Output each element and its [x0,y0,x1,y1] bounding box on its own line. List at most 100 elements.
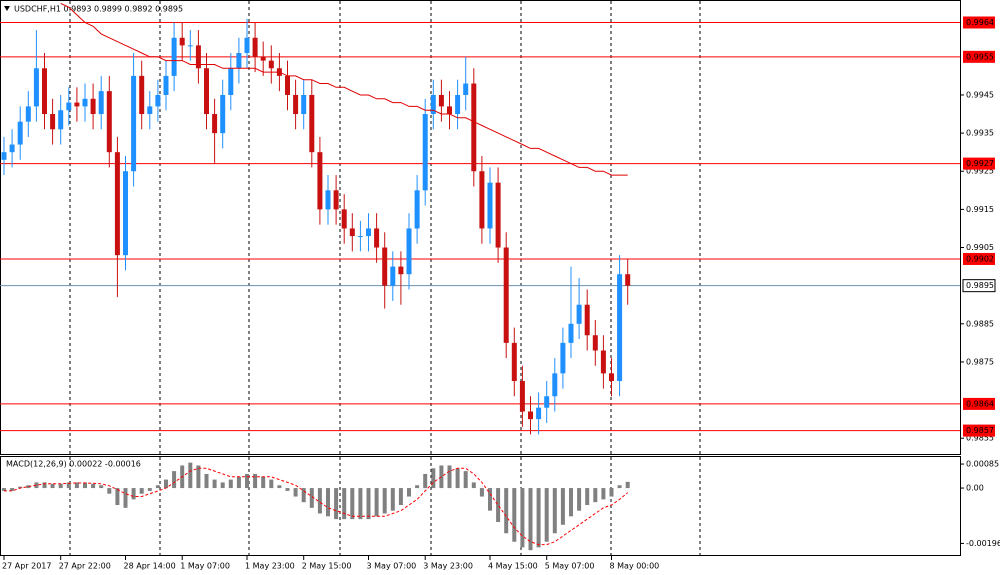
candle-body [576,304,582,324]
level-label-box [963,50,995,63]
macd-bar [269,479,274,489]
macd-bar [415,485,420,489]
macd-bar [366,488,371,520]
candle-body [349,228,355,237]
candle-body [195,45,201,69]
macd-bar [74,482,79,489]
candle-body [422,114,428,191]
y-tick-label: 0.00 [966,484,984,493]
candle-body [139,75,145,115]
candle-body [1,152,7,160]
main-frame [0,0,961,455]
level-label: 0.9927 [966,159,994,168]
candle-body [309,94,315,153]
candle-body [430,94,436,115]
candle-body [374,228,380,248]
macd-bar [601,488,606,500]
macd-bar [188,462,193,489]
candle-body [228,68,234,95]
candle-body [511,342,517,382]
candle-body [260,56,266,61]
candle-body [42,68,47,115]
x-tick-label: 27 Apr 22:00 [59,562,111,571]
y-tick-label: 0.00085 [966,460,999,469]
macd-bar [342,488,347,520]
candle-body [9,144,15,153]
candle-body [293,94,299,115]
candle-body [17,121,23,145]
level-label: 0.9955 [966,52,994,61]
macd-bar [2,488,6,491]
y-tick-label: 0.9875 [966,357,994,366]
candle-body [187,45,193,47]
candle-body [406,228,412,275]
macd-bar [496,488,501,522]
macd-bar [504,488,509,534]
candle-body [600,350,606,374]
macd-bar [382,488,387,514]
macd-bar [50,483,55,489]
candle-body [544,396,550,408]
macd-bar [10,488,15,491]
chart-title: USDCHF,H1 0.9893 0.9899 0.9892 0.9895 [14,5,183,14]
macd-bar [455,468,460,489]
candle-body [74,102,80,107]
separators [69,1,701,555]
y-tick-label: 0.9905 [966,243,994,252]
macd-bar [228,479,233,489]
macd-bar [374,488,379,517]
macd-frame [0,456,961,556]
macd-bar [479,488,484,497]
y-tick-label: 0.9885 [966,319,994,328]
level-label-box [963,157,995,170]
macd-bar [423,473,428,489]
macd-bar [544,488,549,542]
macd-bar [220,482,225,489]
macd-bar [18,486,23,489]
x-tick-label: 8 May 00:00 [610,562,660,571]
x-tick-label: 3 May 23:00 [423,562,473,571]
level-label: 0.9902 [966,254,994,263]
candle-body [244,37,250,54]
candle-body [123,171,128,256]
candle-body [252,37,258,57]
macd-bar [317,488,322,514]
candle-body [268,60,274,69]
macd-bar [196,465,201,489]
candle-body [285,75,290,95]
macd-bar [164,479,168,489]
macd-bar [585,488,590,506]
macd-bar [536,488,541,548]
macd-bar [253,473,258,489]
candle-body [503,247,509,343]
candle-body [552,373,558,397]
candle-body [147,106,153,115]
level-label: 0.9964 [966,18,994,27]
candle-body [204,68,209,115]
macd-bar [34,482,39,489]
candle-body [584,304,590,336]
candle-body [82,98,88,107]
candle-body [382,247,388,286]
candle-body [163,75,169,95]
x-tick-label: 27 Apr 2017 [2,562,51,571]
macd-bar [471,482,476,489]
macd-bar [58,483,63,489]
level-label-box [963,252,995,265]
macd-bar [107,488,112,494]
macd-bar [139,488,144,494]
macd-bar [115,488,120,506]
macd-bar [334,488,339,520]
y-tick-label: 0.9855 [966,434,994,443]
macd-bar [285,488,290,491]
candle-body [479,171,485,229]
candle-body [495,182,501,248]
macd-bar [123,488,128,508]
candle-body [179,37,185,46]
level-label: 0.9857 [966,426,994,435]
last-price-label: 0.9895 [966,281,994,290]
candle-body [212,114,218,134]
macd-bar [407,488,411,497]
menu-arrow [4,6,10,11]
